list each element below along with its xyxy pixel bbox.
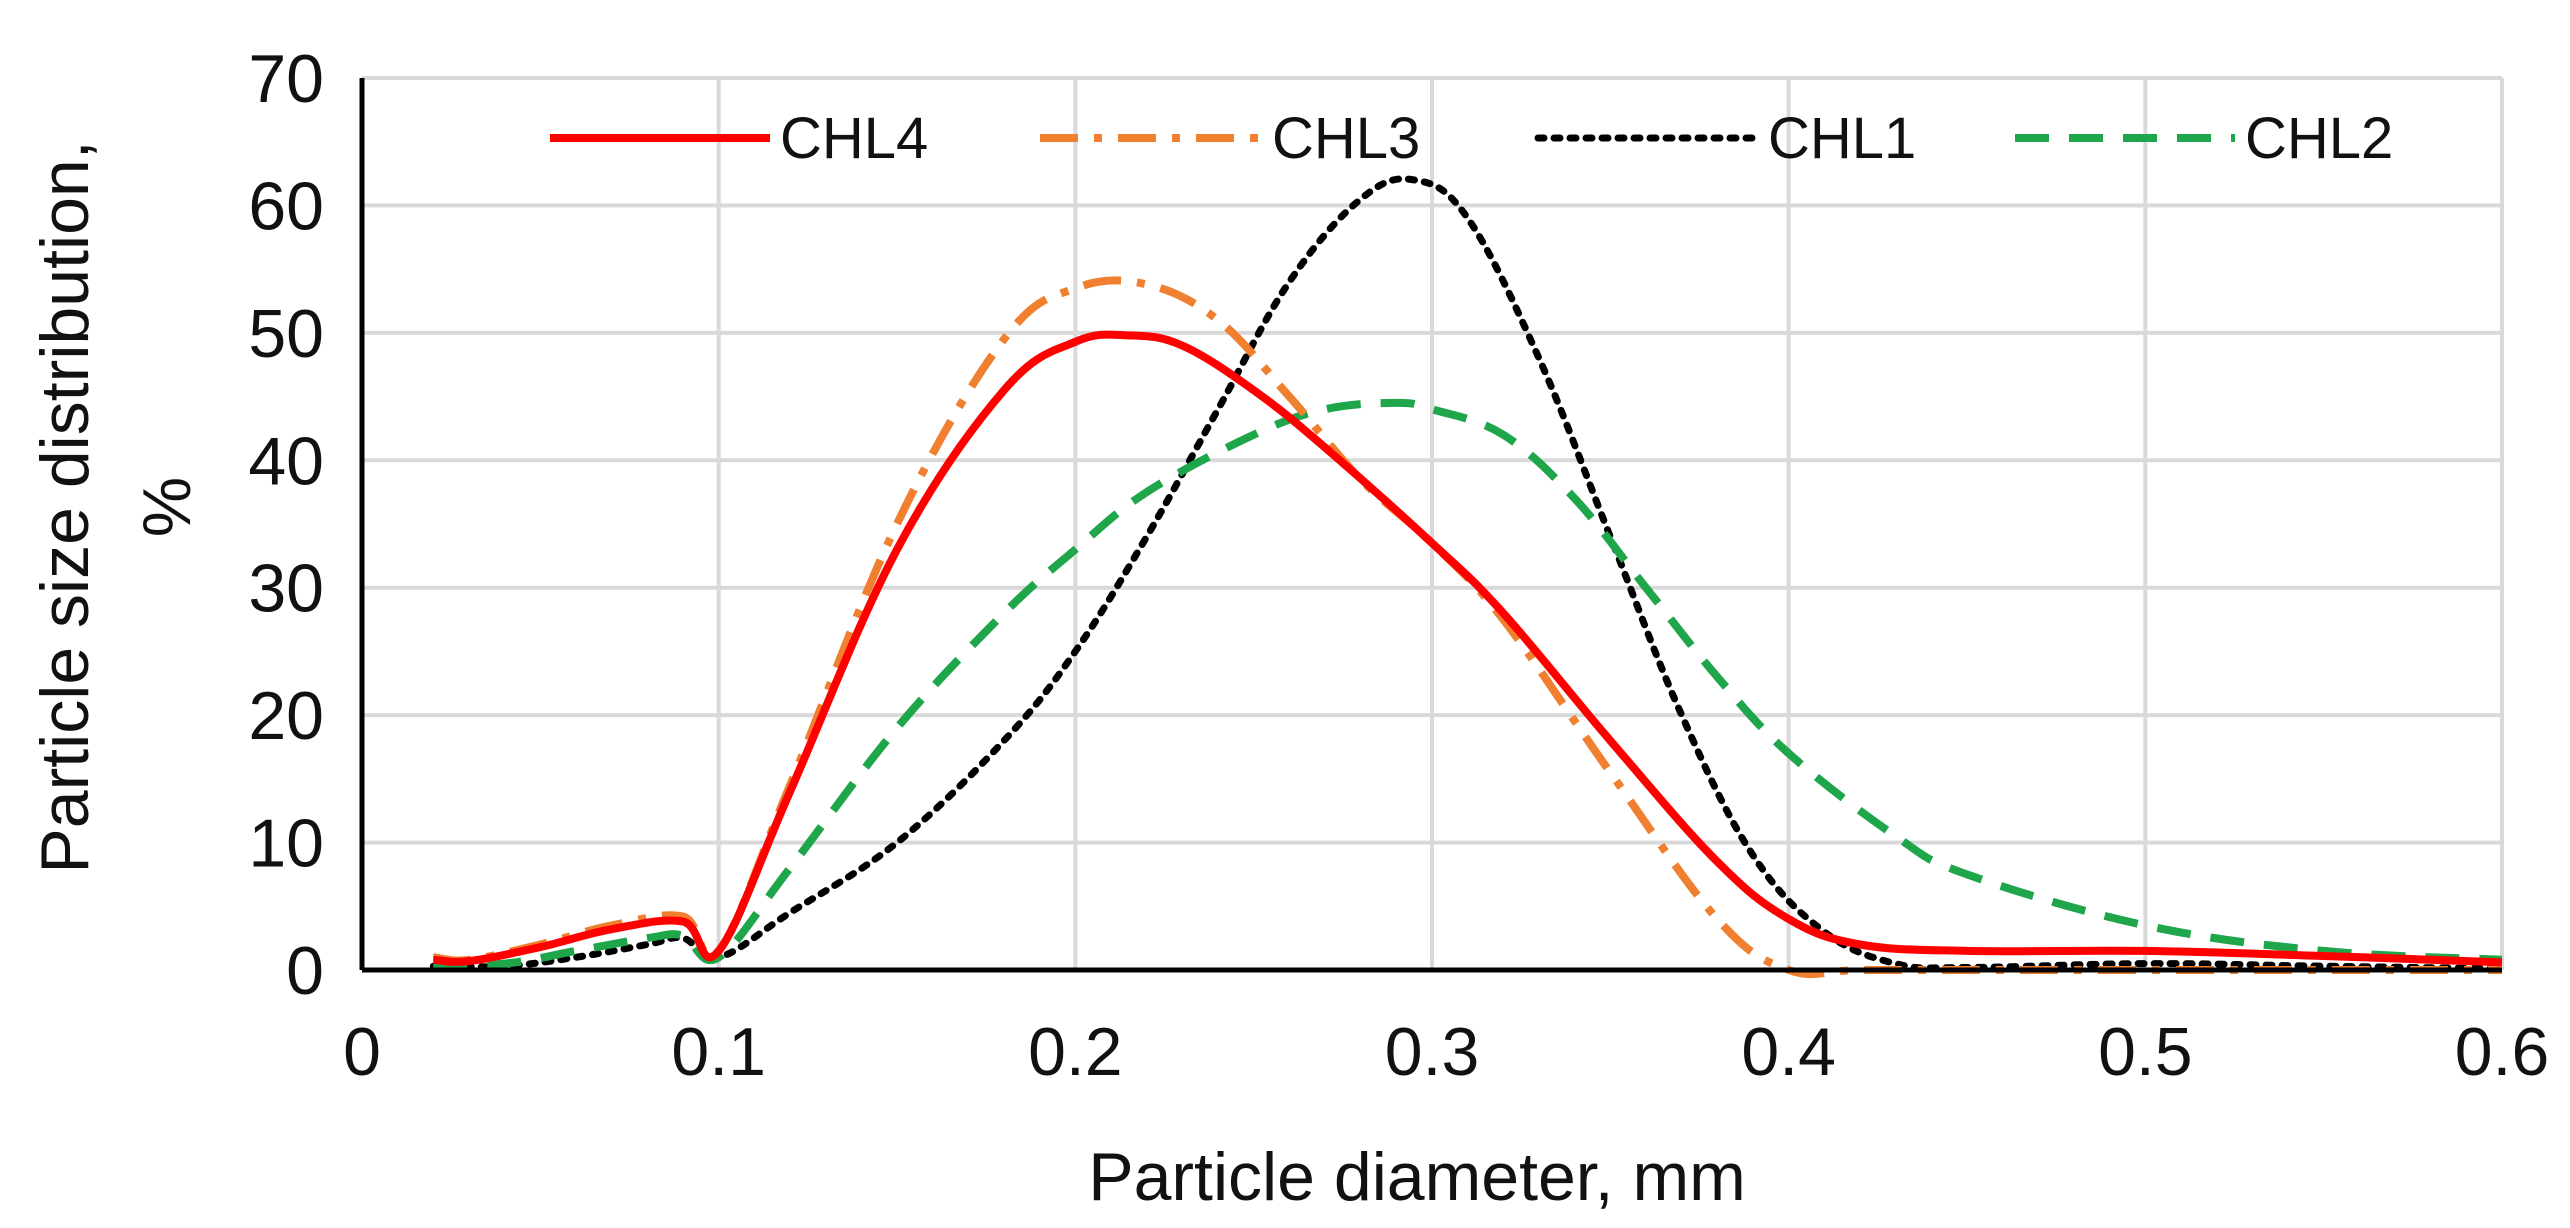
x-tick-label: 0.4: [1741, 1014, 1836, 1090]
x-tick-label: 0: [343, 1014, 381, 1090]
legend: CHL4 CHL3 CHL1 CHL2: [550, 106, 2393, 171]
gridlines: [362, 76, 2504, 970]
legend-label-chl2: CHL2: [2245, 106, 2393, 171]
x-tick-label: 0.3: [1385, 1014, 1480, 1090]
y-tick-label: 10: [248, 806, 324, 882]
y-tick-label: 60: [248, 168, 324, 244]
y-tick-label: 50: [248, 296, 324, 372]
y-tick-label: 30: [248, 551, 324, 627]
y-axis-title-line1: Particle size distribution,: [27, 140, 103, 873]
y-tick-label: 70: [248, 41, 324, 117]
tick-labels: 0 10 20 30 40 50 60 70 0 0.1 0.2 0.3 0.4 0.5 0.6: [248, 41, 2549, 1090]
x-axis-title: Particle diameter, mm: [1088, 1139, 1746, 1215]
series-line-chl4: [433, 330, 2503, 967]
x-tick-label: 0.5: [2098, 1014, 2193, 1090]
legend-label-chl1: CHL1: [1768, 106, 1916, 171]
legend-label-chl4: CHL4: [780, 106, 928, 171]
series-line-chl3: [432, 276, 2502, 979]
legend-label-chl3: CHL3: [1272, 106, 1420, 171]
x-tick-label: 0.1: [671, 1014, 766, 1090]
y-axis-title-line2: %: [129, 477, 205, 537]
y-tick-label: 0: [286, 933, 324, 1009]
x-tick-label: 0.2: [1028, 1014, 1123, 1090]
y-tick-label: 40: [248, 423, 324, 499]
x-tick-label: 0.6: [2455, 1014, 2550, 1090]
y-tick-label: 20: [248, 678, 324, 754]
axes: [359, 78, 2502, 973]
